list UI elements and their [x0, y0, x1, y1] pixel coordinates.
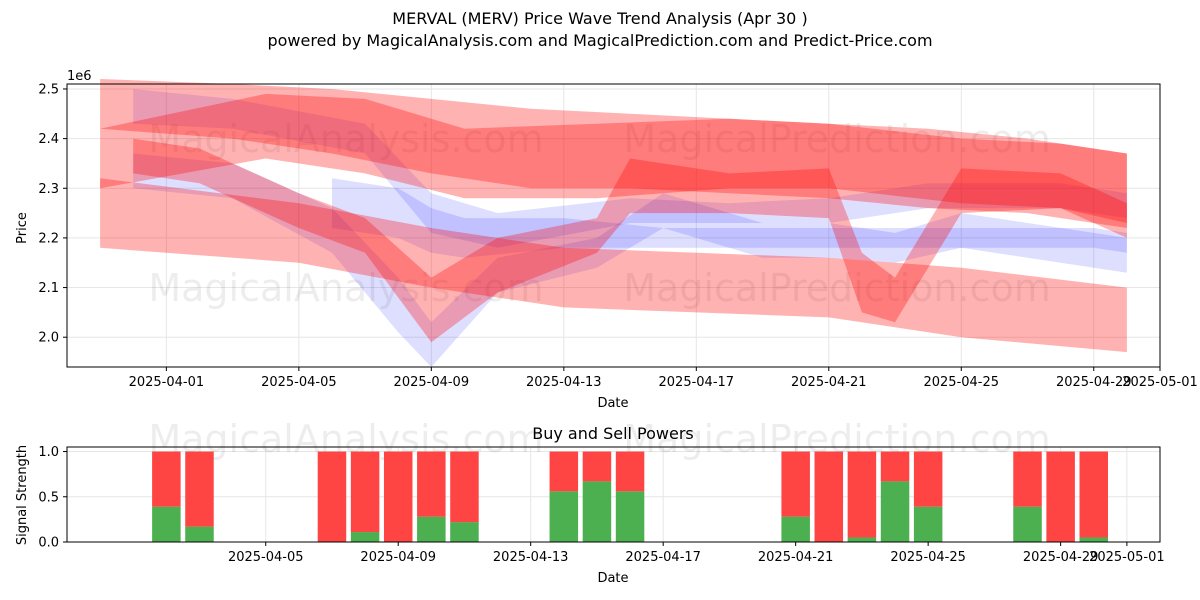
watermark-text: MagicalPrediction.com	[623, 266, 1051, 310]
sell-bar	[317, 451, 347, 542]
sell-bar	[880, 451, 910, 482]
price-x-tick-label: 2025-04-25	[923, 375, 999, 390]
chart-title: MERVAL (MERV) Price Wave Trend Analysis …	[392, 9, 808, 28]
sell-bar	[847, 451, 877, 538]
sell-bar	[781, 451, 810, 517]
price-x-tick-label: 2025-04-09	[394, 375, 470, 390]
power-x-tick-label: 2025-04-09	[360, 550, 436, 565]
price-x-tick-label: 2025-04-21	[791, 375, 867, 390]
price-grid	[67, 84, 1161, 367]
sell-bar	[152, 451, 181, 507]
buy-bar	[847, 537, 877, 542]
sell-bar	[582, 451, 612, 482]
price-plot-frame	[66, 83, 1161, 368]
price-x-tick-label: 2025-05-01	[1122, 375, 1198, 390]
power-x-tick-label: 2025-04-13	[493, 550, 569, 565]
red-price-band-2	[100, 178, 1127, 353]
price-y-tick-label: 2.1	[38, 281, 59, 296]
price-y-tick-label: 2.3	[38, 182, 59, 197]
red-price-band-3	[133, 138, 1127, 343]
buy-bar	[350, 532, 380, 542]
power-y-tick-label: 0.5	[38, 490, 59, 505]
power-y-ticks: 0.0 0.5 1.0	[38, 445, 67, 551]
sell-bar	[185, 451, 214, 527]
price-y-tick-label: 2.5	[38, 82, 59, 97]
y-multiplier-label: 1e6	[67, 69, 92, 84]
buy-bar	[549, 491, 579, 542]
buy-bar	[417, 516, 446, 542]
price-x-tick-label: 2025-04-01	[129, 375, 205, 390]
red-price-band-0	[100, 79, 1127, 228]
power-y-tick-label: 1.0	[38, 445, 59, 460]
sell-bar	[383, 451, 413, 542]
price-x-tick-label: 2025-04-17	[659, 375, 735, 390]
price-y-tick-label: 2.0	[38, 331, 59, 346]
sell-bar	[814, 451, 844, 542]
sell-bar	[549, 451, 579, 492]
power-x-tick-label: 2025-04-25	[890, 550, 966, 565]
price-y-axis-label: Price	[15, 212, 30, 244]
buy-bar	[615, 491, 645, 542]
price-x-tick-label: 2025-04-13	[526, 375, 602, 390]
sell-bar	[615, 451, 645, 492]
watermark-text: MagicalAnalysis.com	[148, 117, 543, 161]
price-y-tick-label: 2.2	[38, 231, 59, 246]
price-bands	[100, 79, 1127, 367]
sell-bar	[1046, 451, 1075, 542]
power-x-tick-label: 2025-04-17	[625, 550, 701, 565]
buy-bar	[880, 481, 910, 542]
power-x-tick-label: 2025-04-05	[228, 550, 304, 565]
watermark-text: MagicalPrediction.com	[623, 117, 1051, 161]
price-wave-plot: MagicalAnalysis.com MagicalPrediction.com…	[15, 69, 1198, 411]
buy-bar	[1013, 506, 1042, 542]
power-plot-title: Buy and Sell Powers	[532, 424, 694, 443]
buy-bar	[1079, 537, 1109, 542]
price-y-tick-label: 2.4	[38, 132, 59, 147]
price-x-tick-label: 2025-04-05	[261, 375, 337, 390]
buy-bar	[913, 506, 943, 542]
blue-price-band-5	[133, 153, 1127, 367]
buy-bar	[781, 516, 810, 542]
power-y-tick-label: 0.0	[38, 536, 59, 551]
watermark-text: MagicalAnalysis.com	[148, 266, 543, 310]
power-x-tick-label: 2025-04-21	[758, 550, 834, 565]
sell-bar	[417, 451, 446, 517]
sell-bar	[450, 451, 479, 523]
sell-bar	[1079, 451, 1109, 538]
power-x-axis-label: Date	[597, 571, 628, 586]
power-grid	[67, 447, 1160, 543]
chart-subtitle: powered by MagicalAnalysis.com and Magic…	[267, 31, 933, 50]
buy-bar	[582, 481, 612, 542]
power-x-tick-label: 2025-04-29	[1023, 550, 1099, 565]
buy-bar	[185, 526, 214, 542]
buy-bar	[450, 522, 479, 542]
red-price-band-1	[100, 93, 1127, 224]
power-y-axis-label: Signal Strength	[15, 445, 30, 545]
power-x-tick-label: 2025-05-01	[1089, 550, 1165, 565]
sell-bar	[350, 451, 380, 533]
price-x-axis-label: Date	[597, 396, 628, 411]
buy-sell-power-plot: Buy and Sell Powers MagicalAnalysis.com M…	[15, 417, 1165, 586]
blue-price-band-6	[332, 178, 1127, 258]
power-bars	[152, 451, 1109, 542]
sell-bar	[913, 451, 943, 507]
power-x-ticks: 2025-04-05 2025-04-09 2025-04-13 2025-04-17…	[228, 542, 1165, 565]
blue-price-band-4	[133, 89, 1127, 248]
price-watermarks: MagicalAnalysis.com MagicalPrediction.com…	[148, 117, 1050, 310]
price-y-ticks: 2.0 2.1 2.2 2.3 2.4 2.5	[38, 82, 67, 346]
price-x-ticks: 2025-04-01 2025-04-05 2025-04-09 2025-04-13…	[129, 367, 1198, 390]
price-x-tick-label: 2025-04-29	[1056, 375, 1132, 390]
power-plot-frame	[66, 446, 1161, 543]
sell-bar	[1013, 451, 1042, 507]
buy-bar	[152, 506, 181, 542]
